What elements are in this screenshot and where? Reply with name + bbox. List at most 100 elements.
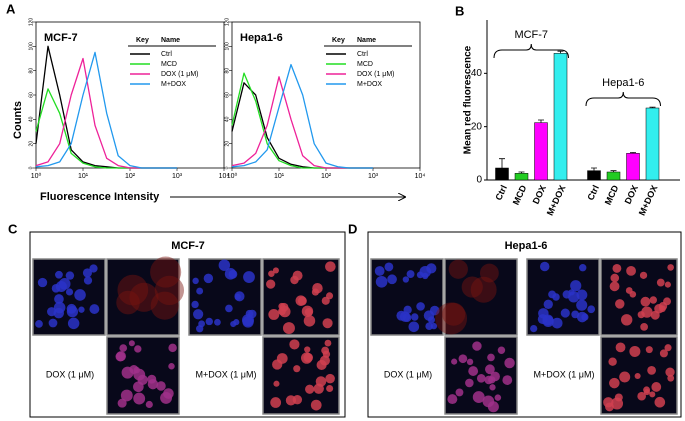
cell (134, 345, 142, 353)
cell (272, 267, 279, 274)
cell (427, 316, 436, 324)
cell (461, 276, 483, 298)
cell (571, 310, 580, 319)
x-tick-label: 10¹ (274, 173, 285, 180)
cell (325, 292, 334, 300)
y-tick-label: 120 (224, 18, 230, 27)
cell (612, 263, 622, 273)
x-tick-label: 10³ (172, 173, 183, 180)
cell (168, 363, 175, 370)
y-tick-label: 60 (224, 92, 230, 98)
cell (119, 344, 128, 352)
cell (214, 318, 221, 326)
x-tick-label: 10² (321, 173, 332, 180)
row-label: DOX (1 μM) (384, 369, 432, 379)
cell (297, 296, 307, 306)
legend-label: M+DOX (161, 81, 186, 88)
cell (324, 339, 332, 347)
bar (606, 171, 621, 181)
chart-title: MCF-7 (44, 32, 78, 44)
cell (203, 273, 214, 284)
cell (305, 384, 315, 394)
cell (608, 357, 617, 366)
cell (530, 324, 538, 333)
cell (66, 306, 79, 318)
cell (408, 321, 420, 333)
cell (293, 365, 301, 373)
cell (667, 264, 674, 271)
cell (273, 380, 280, 387)
panel-title: MCF-7 (171, 240, 205, 252)
cell (301, 305, 314, 318)
cell (224, 268, 237, 280)
cell (649, 296, 658, 304)
group-label: Hepa1-6 (602, 77, 644, 89)
y-axis-label: Counts (12, 101, 24, 139)
x-tick-label: 10⁴ (415, 173, 426, 180)
cell (665, 367, 675, 377)
cell (117, 274, 149, 306)
micrograph (106, 258, 180, 336)
cell (609, 281, 620, 292)
cell (484, 375, 494, 385)
panel-label: C (8, 221, 18, 236)
cell (191, 300, 199, 309)
cell (58, 278, 71, 290)
cell (156, 381, 166, 391)
cell (406, 270, 415, 279)
y-tick-label: 40 (28, 116, 34, 122)
cell (654, 396, 666, 408)
bar (495, 167, 509, 181)
cell (619, 371, 631, 383)
cell (640, 323, 648, 331)
cell (539, 261, 550, 272)
cell (399, 311, 411, 322)
cell (168, 343, 177, 353)
panel-label: D (348, 221, 357, 236)
cell (640, 296, 651, 307)
cell (128, 340, 135, 347)
y-axis-label: Mean red fluorescence (463, 45, 474, 154)
cell (626, 265, 636, 276)
cell (494, 394, 502, 401)
x-tick-label: M+DOX (637, 184, 660, 217)
cell (458, 354, 468, 364)
cell (643, 386, 651, 394)
cell (465, 378, 474, 388)
cell (645, 346, 653, 354)
cell (268, 308, 280, 320)
x-tick-label: Ctrl (493, 184, 509, 202)
cell (270, 397, 282, 408)
legend-header: Name (357, 37, 376, 44)
cell (78, 306, 85, 313)
cell (289, 339, 300, 350)
cell (374, 266, 385, 276)
bar (626, 153, 640, 181)
error-bar (499, 158, 505, 168)
cell (89, 304, 100, 314)
cell (292, 394, 303, 405)
legend-label: DOX (1 μM) (357, 71, 394, 78)
cell (620, 314, 633, 326)
cell (115, 351, 126, 362)
micrograph (444, 258, 518, 336)
cell (504, 357, 515, 369)
cell (243, 271, 255, 283)
cell (387, 274, 397, 285)
cell (479, 263, 499, 283)
error-bar (557, 50, 564, 54)
cell (587, 305, 596, 314)
error-bar (591, 167, 597, 171)
error-bar (610, 170, 617, 172)
panel-label: B (455, 3, 464, 18)
panel-title: Hepa1-6 (505, 240, 548, 252)
cell (455, 388, 464, 397)
panel-frame (29, 231, 346, 418)
x-tick-label: 10⁴ (219, 173, 230, 180)
cell (322, 318, 333, 329)
y-tick-label: 20 (224, 141, 230, 147)
row-label: M+DOX (1 μM) (534, 369, 595, 379)
cell (425, 322, 434, 331)
cell (614, 393, 623, 402)
